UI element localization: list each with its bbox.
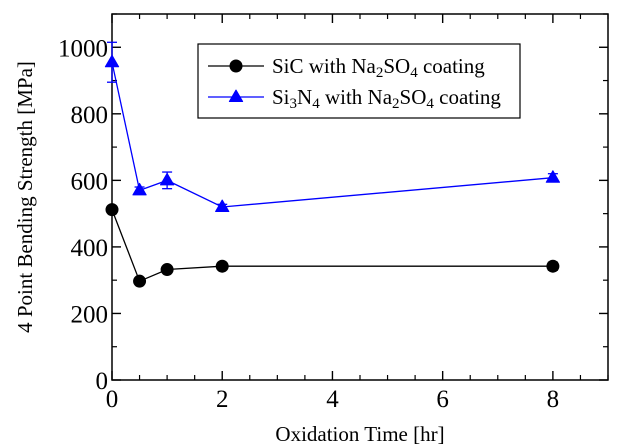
x-tick-label: 4	[326, 386, 339, 413]
x-tick-label: 0	[106, 386, 119, 413]
data-series	[104, 41, 561, 288]
y-tick-label: 0	[96, 368, 109, 395]
y-tick-label: 800	[71, 102, 109, 129]
data-point	[160, 263, 174, 277]
legend-entry: SiC with Na2SO4 coating	[208, 54, 485, 81]
series-sic	[105, 203, 560, 288]
y-tick-label: 200	[71, 301, 109, 328]
axis-tick-labels: 0 2 4 6 8 0 200 400 600 800 1000	[58, 35, 559, 413]
y-axis-title: 4 Point Bending Strength [MPa]	[13, 61, 37, 333]
x-axis-title: Oxidation Time [hr]	[275, 422, 444, 445]
data-point	[546, 259, 560, 273]
y-tick-label: 1000	[58, 35, 108, 62]
series-line	[111, 209, 553, 283]
x-tick-label: 8	[547, 386, 560, 413]
data-point	[105, 203, 119, 217]
data-point	[133, 274, 147, 288]
y-tick-label: 600	[71, 168, 109, 195]
legend-entry: Si3N4 with Na2SO4 coating	[208, 85, 501, 112]
legend-marker	[229, 59, 243, 73]
legend-marker	[228, 89, 244, 103]
data-point	[132, 182, 147, 196]
series-si3n4	[104, 41, 561, 213]
legend-label: SiC with Na2SO4 coating	[272, 54, 485, 81]
data-point	[215, 199, 230, 213]
y-tick-label: 400	[71, 235, 109, 262]
legend: SiC with Na2SO4 coating Si3N4 with Na2SO4…	[197, 43, 521, 119]
data-point	[215, 259, 229, 273]
x-tick-label: 2	[216, 386, 229, 413]
x-tick-label: 6	[436, 386, 449, 413]
legend-label: Si3N4 with Na2SO4 coating	[272, 85, 501, 112]
legend-box	[197, 43, 521, 119]
data-point	[104, 54, 120, 68]
data-point	[545, 170, 561, 183]
data-point	[159, 172, 175, 186]
axis-ticks	[111, 13, 609, 381]
